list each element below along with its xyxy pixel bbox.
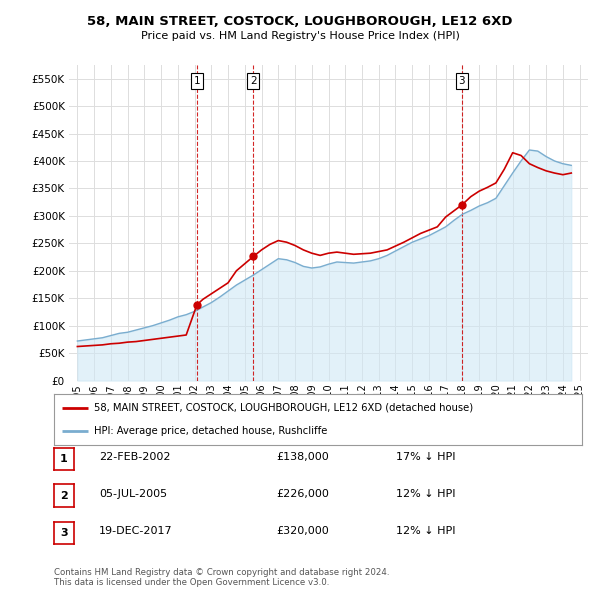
Text: 2: 2 <box>250 76 257 86</box>
Text: HPI: Average price, detached house, Rushcliffe: HPI: Average price, detached house, Rush… <box>94 427 327 437</box>
Text: 1: 1 <box>194 76 200 86</box>
Text: Price paid vs. HM Land Registry's House Price Index (HPI): Price paid vs. HM Land Registry's House … <box>140 31 460 41</box>
Text: 12% ↓ HPI: 12% ↓ HPI <box>396 489 455 499</box>
Text: 05-JUL-2005: 05-JUL-2005 <box>99 489 167 499</box>
Text: 3: 3 <box>60 528 68 537</box>
Text: 58, MAIN STREET, COSTOCK, LOUGHBOROUGH, LE12 6XD: 58, MAIN STREET, COSTOCK, LOUGHBOROUGH, … <box>87 15 513 28</box>
Text: 1: 1 <box>60 454 68 464</box>
Text: 19-DEC-2017: 19-DEC-2017 <box>99 526 173 536</box>
Text: Contains HM Land Registry data © Crown copyright and database right 2024.
This d: Contains HM Land Registry data © Crown c… <box>54 568 389 587</box>
Text: 3: 3 <box>458 76 465 86</box>
Text: 12% ↓ HPI: 12% ↓ HPI <box>396 526 455 536</box>
Text: 17% ↓ HPI: 17% ↓ HPI <box>396 453 455 462</box>
Text: 22-FEB-2002: 22-FEB-2002 <box>99 453 170 462</box>
Text: 58, MAIN STREET, COSTOCK, LOUGHBOROUGH, LE12 6XD (detached house): 58, MAIN STREET, COSTOCK, LOUGHBOROUGH, … <box>94 402 473 412</box>
Text: £320,000: £320,000 <box>276 526 329 536</box>
Text: £226,000: £226,000 <box>276 489 329 499</box>
Text: 2: 2 <box>60 491 68 500</box>
Text: £138,000: £138,000 <box>276 453 329 462</box>
